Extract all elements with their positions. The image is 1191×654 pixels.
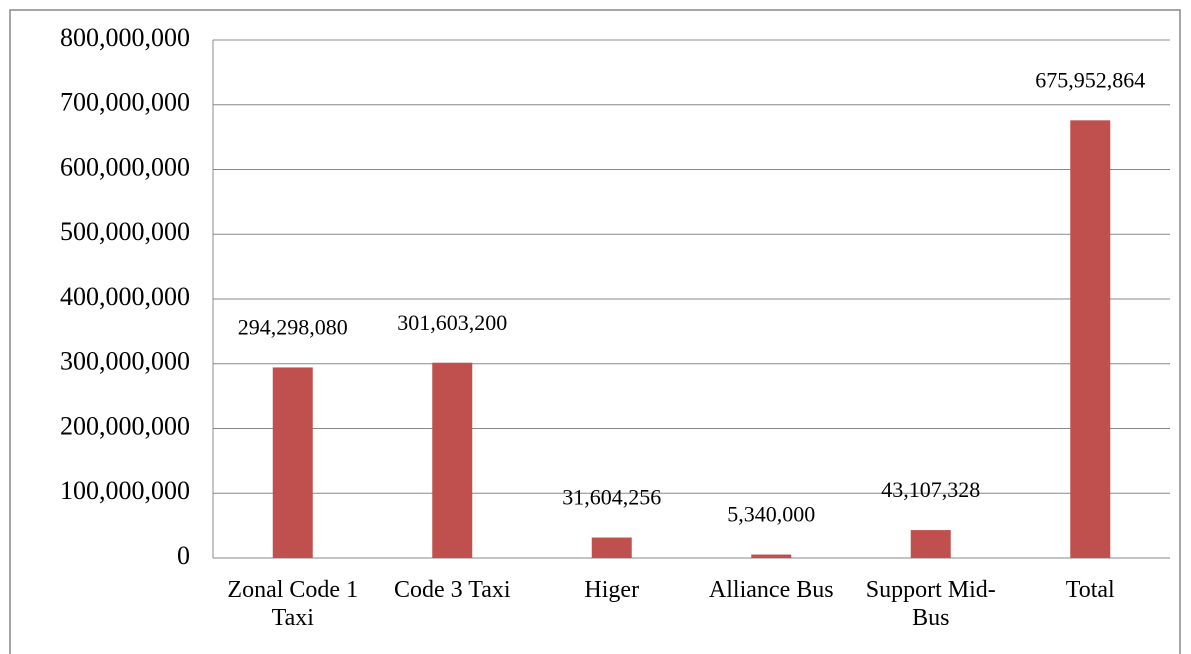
y-tick-label: 300,000,000	[60, 347, 190, 376]
x-tick-label: Alliance Bus	[708, 577, 834, 603]
chart-frame	[9, 9, 1181, 654]
x-tick-label: Zonal Code 1 Taxi	[227, 577, 359, 631]
y-tick-label: 200,000,000	[60, 411, 190, 440]
value-label: 5,340,000	[727, 502, 815, 527]
y-tick-label: 700,000,000	[60, 88, 190, 117]
value-label: 31,604,256	[562, 485, 661, 510]
bar	[1070, 120, 1111, 558]
x-tick-label: Code 3 Taxi	[393, 577, 511, 603]
bar	[751, 554, 792, 558]
value-label: 675,952,864	[1035, 67, 1145, 92]
y-tick-label: 500,000,000	[60, 217, 190, 246]
value-label: 301,603,200	[397, 310, 507, 335]
bar	[910, 530, 951, 558]
y-tick-label: 100,000,000	[60, 476, 190, 505]
value-label: 294,298,080	[238, 314, 348, 339]
y-tick-label: 0	[177, 541, 190, 570]
bar	[272, 367, 313, 558]
x-tick-label: Total	[1065, 577, 1115, 603]
bar	[591, 537, 632, 558]
x-tick-label: Higer	[584, 577, 640, 603]
y-tick-label: 600,000,000	[60, 152, 190, 181]
x-tick-label: Support Mid-Bus	[865, 577, 996, 631]
y-tick-label: 800,000,000	[60, 23, 190, 52]
y-tick-label: 400,000,000	[60, 282, 190, 311]
value-label: 43,107,328	[881, 477, 980, 502]
bar	[432, 362, 473, 558]
